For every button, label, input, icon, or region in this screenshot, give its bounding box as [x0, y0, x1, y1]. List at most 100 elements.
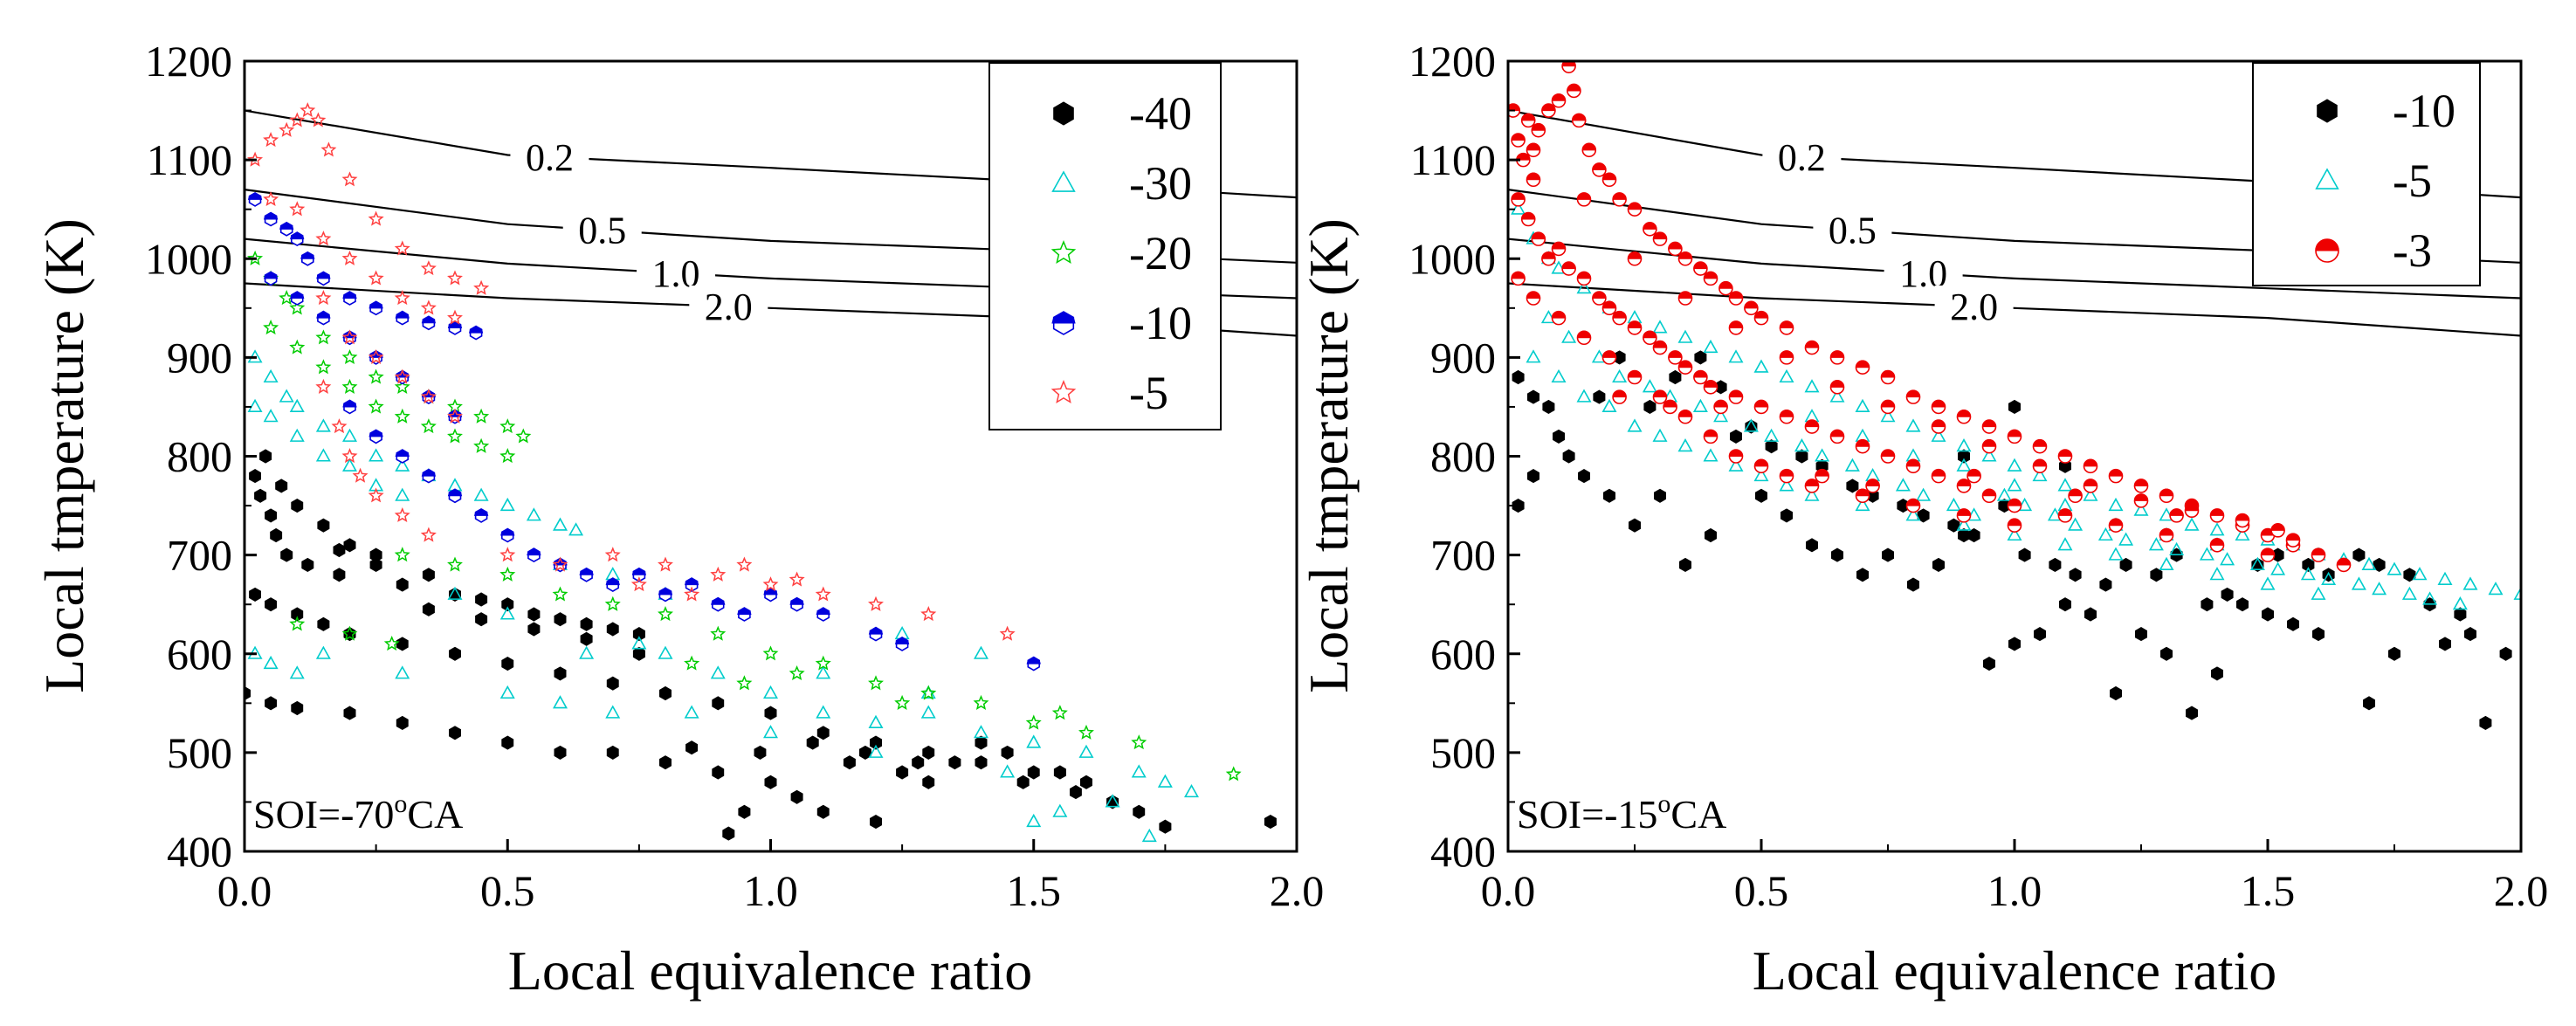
data-point	[1779, 350, 1794, 365]
data-point	[2032, 438, 2048, 454]
data-point	[1526, 172, 1541, 188]
data-point	[1804, 340, 1820, 355]
legend-item: -10	[1051, 297, 1192, 349]
data-point	[2068, 488, 2083, 504]
data-point	[894, 636, 910, 651]
data-point	[1703, 380, 1718, 395]
data-point	[395, 310, 410, 326]
contour-label-bg	[562, 209, 642, 248]
contour-label: 0.2	[526, 136, 574, 179]
data-point	[265, 508, 278, 523]
data-point	[1026, 734, 1042, 748]
data-point	[1567, 83, 1581, 99]
data-point	[247, 151, 264, 167]
y-tick-label: 900	[1430, 333, 1496, 382]
data-point	[1728, 458, 1744, 472]
data-point	[1561, 61, 1576, 73]
data-point	[631, 567, 647, 582]
data-point	[2160, 646, 2173, 661]
y-tick-label: 500	[167, 728, 232, 777]
legend-marker	[1050, 380, 1077, 404]
data-point	[394, 378, 410, 394]
data-point	[2437, 571, 2453, 585]
legend-marker	[1053, 101, 1074, 126]
data-point	[2221, 587, 2234, 602]
data-point	[263, 319, 279, 335]
data-point	[1693, 369, 1708, 385]
data-point	[473, 437, 490, 453]
data-point	[420, 260, 437, 276]
data-point	[291, 607, 304, 622]
data-point	[1705, 527, 1717, 543]
data-point	[320, 141, 337, 157]
data-point	[2220, 552, 2235, 566]
data-point	[394, 408, 410, 423]
contour-label-bg	[510, 135, 589, 175]
data-point	[2488, 582, 2504, 596]
data-point	[1643, 222, 1657, 237]
data-point	[1743, 418, 1759, 432]
data-point	[343, 538, 356, 553]
data-point	[870, 735, 882, 750]
data-point	[1000, 764, 1016, 778]
data-point	[315, 290, 332, 306]
data-point	[843, 755, 856, 770]
legend-item: -10	[2317, 85, 2455, 137]
data-point	[1663, 399, 1677, 415]
data-point	[1520, 211, 1536, 227]
data-point	[789, 596, 804, 612]
data-point	[999, 625, 1016, 641]
data-point	[1728, 291, 1744, 306]
data-point	[2235, 527, 2250, 541]
legend: -10 -5 -3	[2252, 62, 2481, 286]
y-tick-label: 1100	[147, 135, 232, 184]
data-point	[447, 556, 463, 572]
data-point	[763, 725, 778, 739]
data-point	[973, 694, 989, 710]
contour-label: 2.0	[1950, 286, 1998, 328]
data-point	[259, 449, 272, 464]
data-point	[1905, 418, 1921, 432]
x-tick-label: 1.0	[743, 866, 798, 915]
data-point	[420, 389, 437, 404]
data-point	[2084, 607, 2097, 622]
data-point	[2412, 567, 2428, 581]
contour-label-bg	[637, 251, 716, 291]
data-point	[369, 547, 382, 562]
legend-label: -30	[1129, 157, 1192, 210]
data-point	[1527, 389, 1539, 404]
soi-annotation-prefix: SOI=-70	[253, 792, 394, 837]
data-point	[1905, 389, 1921, 404]
data-point	[1795, 449, 1808, 464]
data-point	[2133, 479, 2149, 493]
data-point	[394, 240, 410, 256]
data-point	[342, 458, 357, 472]
legend-item: -5	[2315, 155, 2432, 207]
data-point	[368, 300, 383, 316]
data-point	[499, 448, 516, 464]
data-point	[920, 685, 937, 700]
data-point	[2150, 568, 2163, 582]
data-point	[2108, 547, 2124, 561]
contour-label-bg	[689, 286, 768, 325]
y-tick-label: 900	[167, 333, 232, 382]
data-point	[1931, 468, 1946, 484]
data-point	[712, 696, 725, 711]
data-point	[315, 378, 332, 394]
data-point	[263, 368, 279, 383]
data-point	[280, 547, 293, 562]
data-point	[341, 378, 358, 394]
data-point	[289, 428, 305, 442]
data-point	[1829, 429, 1845, 444]
data-point	[1677, 438, 1693, 452]
data-point	[1981, 448, 1997, 462]
data-point	[289, 339, 306, 355]
legend-label: -10	[1129, 297, 1192, 349]
data-point	[247, 250, 264, 265]
data-point	[291, 499, 304, 513]
data-point	[333, 568, 346, 582]
data-point	[1932, 557, 1945, 572]
soi-annotation-prefix: SOI=-15	[1517, 792, 1657, 837]
data-point	[2236, 597, 2249, 612]
data-point	[1794, 438, 1809, 452]
